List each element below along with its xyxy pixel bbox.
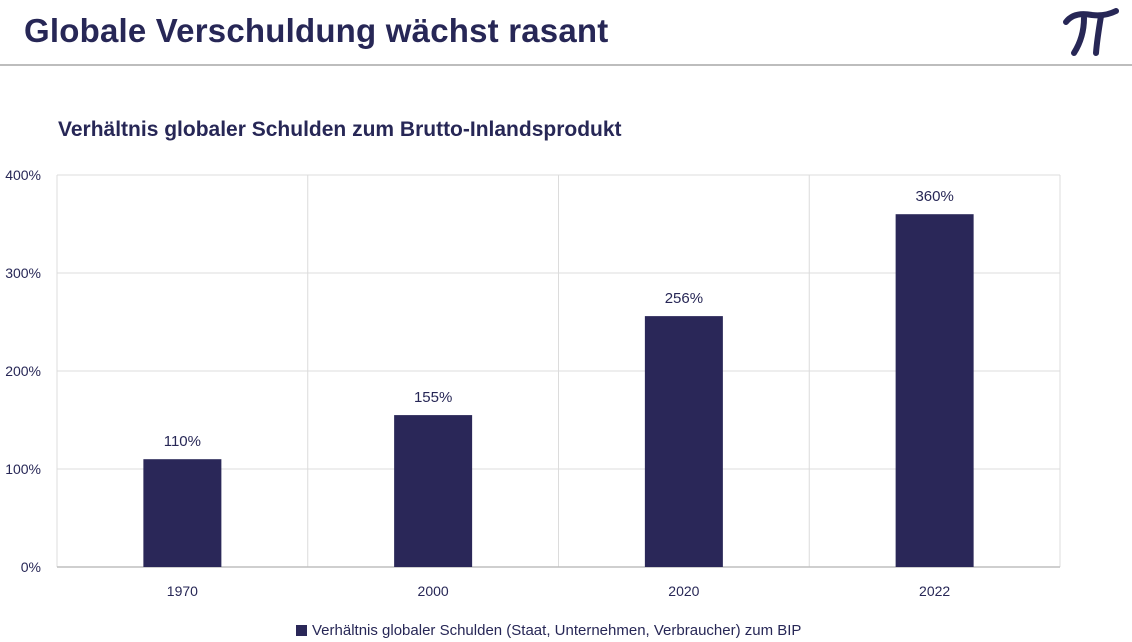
y-tick-label: 0% <box>21 559 41 575</box>
slide-title: Globale Verschuldung wächst rasant <box>24 12 609 49</box>
x-tick-label: 2022 <box>919 583 950 599</box>
data-label: 360% <box>915 188 953 205</box>
y-tick-label: 300% <box>5 265 41 281</box>
chart-title: Verhältnis globaler Schulden zum Brutto-… <box>58 118 622 141</box>
legend-label: Verhältnis globaler Schulden (Staat, Unt… <box>312 621 802 639</box>
data-label: 256% <box>665 290 703 307</box>
x-tick-label: 1970 <box>167 583 198 599</box>
header-divider <box>0 64 1132 66</box>
pi-logo-icon <box>1063 8 1119 56</box>
x-tick-label: 2020 <box>668 583 699 599</box>
data-label: 155% <box>414 389 452 406</box>
y-tick-label: 200% <box>5 363 41 379</box>
bar <box>143 459 222 567</box>
y-tick-label: 400% <box>5 167 41 183</box>
y-tick-label: 100% <box>5 461 41 477</box>
x-tick-label: 2000 <box>418 583 449 599</box>
bar <box>895 214 974 567</box>
legend-swatch <box>296 624 307 636</box>
bar-chart: 0% 100% 200% 300% 400% 110% 1970 155% 2000 256% 20… <box>5 167 1061 599</box>
data-label: 110% <box>164 433 201 450</box>
chart-legend: Verhältnis globaler Schulden (Staat, Unt… <box>296 620 801 640</box>
bar <box>394 415 473 567</box>
bar <box>644 316 723 567</box>
